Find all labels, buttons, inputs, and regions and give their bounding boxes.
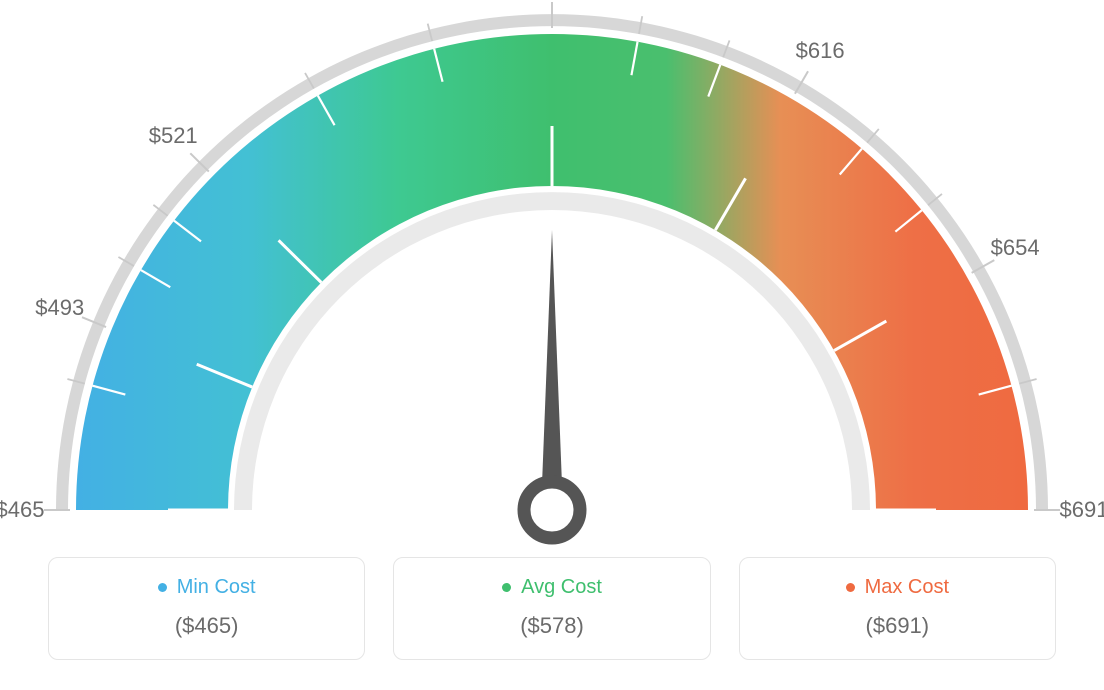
legend-value-max: ($691) (750, 613, 1045, 639)
tick-label: $691 (1060, 497, 1104, 523)
legend-value-avg: ($578) (404, 613, 699, 639)
tick-label: $654 (991, 235, 1040, 261)
tick-label: $493 (35, 295, 84, 321)
legend-card-avg: Avg Cost ($578) (393, 557, 710, 660)
legend-title-min: Min Cost (158, 576, 256, 599)
legend-title-avg-text: Avg Cost (521, 576, 602, 599)
tick-label: $616 (796, 38, 845, 64)
gauge-svg (0, 0, 1104, 560)
tick-label: $465 (0, 497, 44, 523)
tick-label: $521 (149, 123, 198, 149)
legend-card-max: Max Cost ($691) (739, 557, 1056, 660)
legend-card-min: Min Cost ($465) (48, 557, 365, 660)
legend-dot-max (846, 583, 855, 592)
legend-row: Min Cost ($465) Avg Cost ($578) Max Cost… (48, 557, 1056, 660)
gauge-chart: $465$493$521$578$616$654$691 (0, 0, 1104, 560)
legend-title-max: Max Cost (846, 576, 949, 599)
legend-value-min: ($465) (59, 613, 354, 639)
legend-title-avg: Avg Cost (502, 576, 602, 599)
legend-dot-avg (502, 583, 511, 592)
legend-title-max-text: Max Cost (865, 576, 949, 599)
legend-dot-min (158, 583, 167, 592)
legend-title-min-text: Min Cost (177, 576, 256, 599)
